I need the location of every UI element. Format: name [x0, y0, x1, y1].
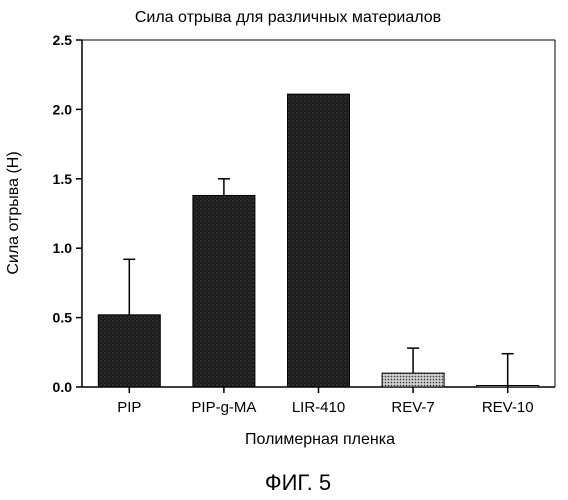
y-tick-label: 0.5 — [53, 310, 73, 326]
y-axis-ticks: 0.0 0.5 1.0 1.5 2.0 2.5 — [53, 32, 82, 395]
bar-pip-g-ma — [193, 195, 255, 387]
bar-rev-7 — [382, 373, 444, 387]
x-axis-label: Полимерная пленка — [245, 431, 395, 448]
y-axis-label: Сила отрыва (Н) — [5, 151, 22, 274]
y-tick-label: 1.5 — [53, 171, 73, 187]
x-tick-label-pip-g-ma: PIP-g-MA — [191, 399, 256, 416]
y-tick-label: 2.5 — [53, 32, 73, 48]
y-tick-label: 0.0 — [53, 379, 73, 395]
x-axis-categories: PIP PIP-g-MA LIR-410 REV-7 REV-10 — [117, 387, 533, 416]
x-tick-label-rev-7: REV-7 — [391, 399, 434, 416]
chart-title: Сила отрыва для различных материалов — [135, 9, 441, 26]
y-tick-label: 1.0 — [53, 240, 73, 256]
x-tick-label-rev-10: REV-10 — [482, 399, 534, 416]
bar-pip — [98, 315, 160, 387]
x-tick-label-pip: PIP — [117, 399, 141, 416]
bars — [98, 94, 538, 387]
figure-caption: ФИГ. 5 — [265, 470, 331, 495]
y-tick-label: 2.0 — [53, 101, 73, 117]
x-tick-label-lir-410: LIR-410 — [292, 399, 345, 416]
bar-lir-410 — [288, 94, 350, 387]
